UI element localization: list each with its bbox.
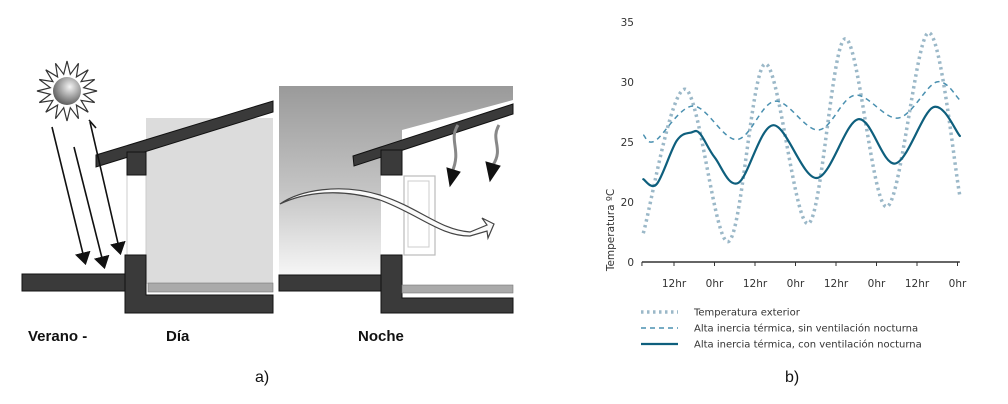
night-diagram (278, 86, 514, 314)
y-tick-label: 30 (621, 77, 634, 89)
sun-icon (36, 60, 98, 122)
legend-label: Temperatura exterior (693, 308, 801, 319)
y-tick-label: 0 (627, 257, 634, 269)
foundation-wall (380, 254, 514, 314)
legend-label: Alta inercia térmica, con ventilación no… (694, 339, 922, 351)
panel-a-diagrams (21, 60, 514, 314)
floor (401, 284, 514, 294)
window-frame (403, 175, 436, 256)
label-noche: Noche (358, 328, 404, 345)
ground-slab (278, 274, 384, 292)
label-verano: Verano - (28, 328, 88, 345)
series-line-3 (642, 105, 961, 188)
x-tick-label: 12hr (824, 278, 849, 290)
y-axis-label: Temperatura ºC (605, 189, 617, 272)
interior (402, 100, 513, 285)
x-tick-label: 0hr (706, 278, 724, 290)
caption-a: a) (255, 369, 270, 386)
heat-release-arrow-icons (446, 124, 501, 188)
y-tick-label: 20 (621, 197, 634, 209)
x-tick-label: 12hr (662, 278, 687, 290)
lintel (126, 151, 147, 176)
y-tick-label: 25 (621, 137, 634, 149)
interior (146, 118, 273, 284)
window (381, 175, 402, 255)
window (126, 174, 147, 256)
x-tick-label: 12hr (743, 278, 768, 290)
ground-slab (21, 273, 133, 292)
floor (147, 282, 274, 293)
x-tick-label: 0hr (949, 278, 967, 290)
airflow-arrow-icon (279, 188, 495, 241)
x-tick-label: 0hr (868, 278, 886, 290)
legend-label: Alta inercia térmica, sin ventilación no… (694, 323, 918, 335)
caption-b: b) (785, 369, 800, 386)
series-line-2 (642, 81, 961, 143)
label-dia: Día (166, 328, 190, 345)
foundation-wall (124, 254, 274, 314)
lintel (380, 149, 403, 176)
roof (95, 100, 274, 168)
sun-ray-arrows (51, 119, 126, 270)
series-line-1 (641, 31, 962, 244)
y-tick-label: 35 (621, 17, 634, 29)
x-tick-label: 0hr (787, 278, 805, 290)
day-diagram (21, 60, 274, 314)
x-tick-label: 12hr (905, 278, 930, 290)
